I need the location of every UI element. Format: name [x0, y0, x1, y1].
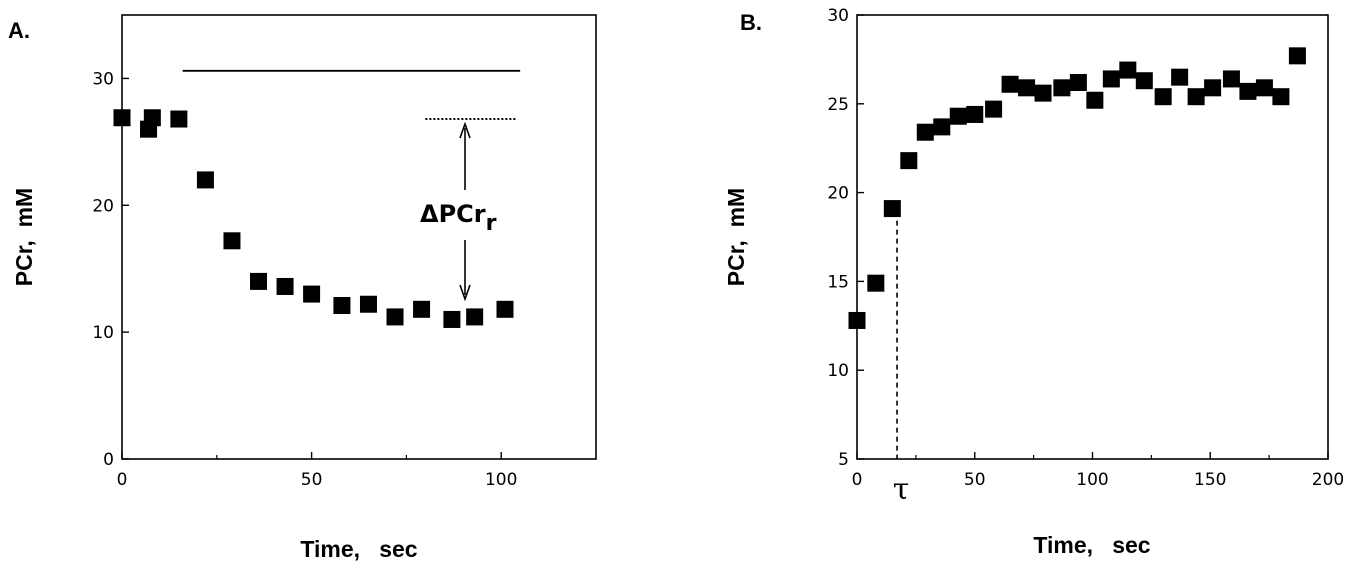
y-axis-label: PCr, mM: [723, 188, 749, 286]
arrow-up-head: [459, 121, 471, 139]
y-tick-label: 10: [827, 361, 849, 381]
data-point: [933, 118, 951, 136]
x-tick-label: 50: [964, 470, 986, 490]
data-point: [413, 300, 431, 318]
data-point: [1154, 88, 1172, 106]
annotation-delta-pcr: ΔPCrr: [420, 200, 497, 236]
data-point: [1135, 72, 1153, 90]
data-point: [1171, 68, 1189, 86]
data-point: [359, 295, 377, 313]
y-tick-label: 10: [92, 323, 114, 343]
data-point: [867, 274, 885, 292]
x-axis-label: Time, sec: [300, 536, 417, 562]
x-tick-label: 150: [1194, 470, 1226, 490]
data-point: [1069, 73, 1087, 91]
data-point: [223, 232, 241, 250]
y-tick-label: 25: [827, 95, 849, 115]
data-point: [333, 297, 351, 315]
data-point: [1034, 84, 1052, 102]
x-tick-label: 0: [852, 470, 863, 490]
data-point: [1018, 79, 1036, 97]
data-point: [196, 171, 214, 189]
y-tick-label: 0: [103, 450, 114, 470]
data-point: [143, 109, 161, 127]
data-point: [1239, 82, 1257, 100]
data-point: [1053, 79, 1071, 97]
data-point: [1102, 70, 1120, 88]
data-point: [966, 105, 984, 123]
data-point: [949, 107, 967, 125]
y-tick-label: 5: [838, 450, 849, 470]
data-point: [170, 110, 188, 128]
y-tick-label: 15: [827, 272, 849, 292]
x-tick-label: 0: [117, 470, 128, 490]
arrow-down-head: [459, 284, 471, 302]
data-point: [900, 152, 918, 170]
data-point: [848, 311, 866, 329]
annotation-text: ΔPCr: [420, 200, 486, 228]
data-point: [916, 123, 934, 141]
chart-panel-a: A. 0 10 20 30 0 50 100 Time, sec PCr, mM ΔPCrr: [8, 14, 597, 562]
data-point: [1187, 88, 1205, 106]
data-point: [1086, 91, 1104, 109]
panel-label: B.: [740, 10, 762, 35]
data-point: [1001, 75, 1019, 93]
y-tick-label: 30: [92, 69, 114, 89]
data-point: [250, 272, 268, 290]
x-tick-label: 50: [301, 470, 323, 490]
data-point: [303, 285, 321, 303]
x-tick-label: 100: [1076, 470, 1108, 490]
data-point: [113, 109, 131, 127]
y-tick-label: 20: [827, 184, 849, 204]
data-point: [1204, 79, 1222, 97]
data-point: [276, 277, 294, 295]
data-point: [1222, 70, 1240, 88]
data-point: [1119, 61, 1137, 79]
data-point: [1288, 47, 1306, 65]
annotation-subscript: r: [486, 211, 497, 236]
y-axis-label: PCr, mM: [11, 188, 37, 286]
panel-label: A.: [8, 18, 30, 43]
data-point: [496, 300, 514, 318]
data-point: [466, 308, 484, 326]
x-tick-label: 100: [485, 470, 517, 490]
data-point: [1255, 79, 1273, 97]
plot-frame: [121, 14, 597, 460]
x-axis-label: Time, sec: [1033, 532, 1150, 558]
chart-panel-b: B. 5 10 15 20 25 30 0 50 100 150 200 Time, sec PCr, m…: [723, 6, 1344, 558]
tau-label: τ: [893, 472, 910, 507]
data-point: [1272, 88, 1290, 106]
data-point: [985, 100, 1003, 118]
y-tick-label: 20: [92, 196, 114, 216]
data-point: [386, 308, 404, 326]
x-tick-label: 200: [1312, 470, 1344, 490]
y-tick-label: 30: [827, 6, 849, 26]
data-point: [443, 310, 461, 328]
data-point: [883, 200, 901, 218]
